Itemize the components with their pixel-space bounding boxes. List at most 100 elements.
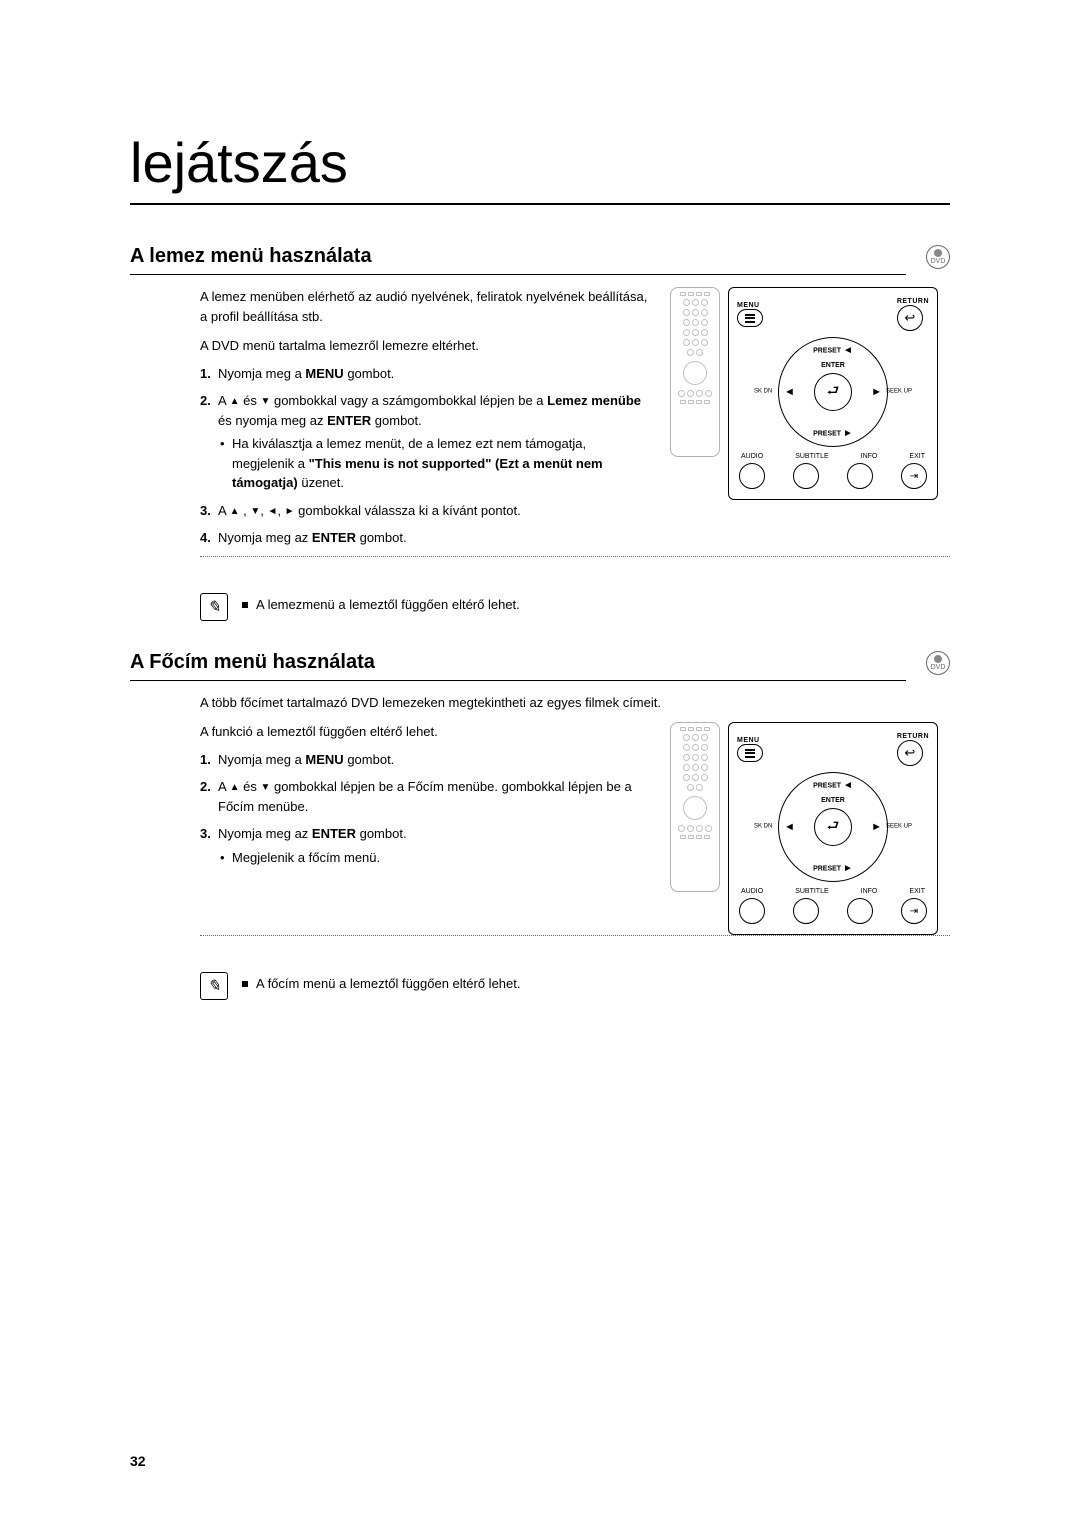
section-header-row: A Főcím menü használata DVD [130, 651, 950, 681]
step-3: A ▲ , ▼, ◄, ► gombokkal válassza ki a kí… [200, 501, 650, 521]
enter-button-icon: ⮐ [814, 373, 852, 411]
right-arrow-icon: ► [871, 821, 882, 833]
note-icon: ✎ [200, 972, 228, 1000]
intro-wrap: A több főcímet tartalmazó DVD lemezeken … [130, 693, 950, 713]
step-1: Nyomja meg a MENU gombot. [200, 364, 650, 384]
audio-label: AUDIO [741, 888, 763, 895]
dvd-badge-icon: DVD [926, 245, 950, 269]
menu-button-icon [737, 309, 763, 327]
up-triangle-icon: ◄ [843, 345, 853, 356]
note-text: A lemezmenü a lemeztől függően eltérő le… [256, 597, 520, 612]
enter-label: ENTER [821, 797, 845, 804]
menu-label: MENU [737, 302, 763, 309]
right-arrow-icon: ► [871, 386, 882, 398]
menu-label: MENU [737, 737, 763, 744]
up-arrow-icon: ▲ [230, 504, 240, 519]
menu-button-icon [737, 744, 763, 762]
info-button-icon [847, 463, 873, 489]
note-line: A funkció a lemeztől függően eltérő lehe… [200, 722, 650, 742]
left-arrow-icon: ◄ [267, 504, 277, 519]
enter-button-icon: ⮐ [814, 808, 852, 846]
remote-diagram: MENU RETURN ↩ [670, 722, 950, 935]
exit-button-icon: ⇥ [901, 898, 927, 924]
preset-label: PRESET [813, 865, 841, 872]
up-arrow-icon: ▲ [230, 394, 240, 409]
left-arrow-icon: ◄ [784, 386, 795, 398]
enter-label: ENTER [821, 362, 845, 369]
steps-list: Nyomja meg a MENU gombot. A ▲ és ▼ gombo… [200, 364, 650, 548]
up-triangle-icon: ◄ [843, 780, 853, 791]
section-title-menu: A Főcím menü használata DVD A több főcím… [130, 651, 950, 1001]
info-label: INFO [861, 453, 878, 460]
subtitle-button-icon [793, 463, 819, 489]
step-1: Nyomja meg a MENU gombot. [200, 750, 650, 770]
exit-label: EXIT [909, 453, 925, 460]
sk-dn-label: SK DN [754, 824, 772, 831]
manual-page: lejátszás A lemez menü használata DVD A … [0, 0, 1080, 1090]
text-column: A lemez menüben elérhető az audió nyelvé… [130, 287, 650, 556]
audio-label: AUDIO [741, 453, 763, 460]
remote-diagram: MENU RETURN ↩ P [670, 287, 950, 500]
subtitle-label: SUBTITLE [795, 453, 828, 460]
dvd-badge-icon: DVD [926, 651, 950, 675]
down-triangle-icon: ► [843, 863, 853, 874]
remote-diagram-column: MENU RETURN ↩ P [670, 287, 950, 556]
step-2-sub: Ha kiválasztja a lemez menüt, de a lemez… [218, 434, 650, 493]
remote-outline-icon [670, 287, 720, 457]
return-button-icon: ↩ [897, 740, 923, 766]
return-button-icon: ↩ [897, 305, 923, 331]
subtitle-button-icon [793, 898, 819, 924]
up-arrow-icon: ▲ [230, 780, 240, 795]
steps-list: Nyomja meg a MENU gombot. A ▲ és ▼ gombo… [200, 750, 650, 868]
dvd-badge-label: DVD [931, 664, 946, 671]
exit-label: EXIT [909, 888, 925, 895]
step-4: Nyomja meg az ENTER gombot. [200, 528, 650, 548]
content-block: A több főcímet tartalmazó DVD lemezeken … [130, 693, 950, 936]
dpad: PRESET ◄ ENTER ⮐ ◄ ► SK DN SEEK UP PRESE… [768, 772, 898, 882]
note-box: ✎ A lemezmenü a lemeztől függően eltérő … [130, 581, 950, 621]
remote-diagram-column: MENU RETURN ↩ [670, 722, 950, 935]
section-header-row: A lemez menü használata DVD [130, 245, 950, 275]
left-arrow-icon: ◄ [784, 821, 795, 833]
info-label: INFO [861, 888, 878, 895]
remote-outline-icon [670, 722, 720, 892]
section-title: A lemez menü használata [130, 245, 906, 275]
dpad: PRESET ◄ ENTER ⮐ ◄ ► SK DN SEEK UP PRESE… [768, 337, 898, 447]
intro-text: A lemez menüben elérhető az audió nyelvé… [200, 287, 650, 326]
subtitle-label: SUBTITLE [795, 888, 828, 895]
return-label: RETURN [897, 733, 929, 740]
down-triangle-icon: ► [843, 428, 853, 439]
preset-label: PRESET [813, 347, 841, 354]
note-text: A főcím menü a lemeztől függően eltérő l… [256, 976, 521, 991]
bullet-icon [242, 602, 248, 608]
step-2: A ▲ és ▼ gombokkal lépjen be a Főcím men… [200, 777, 650, 816]
intro-text: A több főcímet tartalmazó DVD lemezeken … [200, 693, 950, 713]
info-button-icon [847, 898, 873, 924]
down-arrow-icon: ▼ [260, 780, 270, 795]
section-title: A Főcím menü használata [130, 651, 906, 681]
content-row: A lemez menüben elérhető az audió nyelvé… [130, 287, 950, 556]
text-column: A funkció a lemeztől függően eltérő lehe… [130, 722, 650, 935]
seek-up-label: SEEK UP [886, 824, 912, 831]
right-arrow-icon: ► [285, 504, 295, 519]
step-3-sub: Megjelenik a főcím menü. [218, 848, 650, 868]
return-label: RETURN [897, 298, 929, 305]
step-3: Nyomja meg az ENTER gombot. Megjelenik a… [200, 824, 650, 867]
audio-button-icon [739, 463, 765, 489]
control-panel: MENU RETURN ↩ P [728, 287, 938, 500]
preset-label: PRESET [813, 782, 841, 789]
page-number: 32 [130, 1453, 146, 1469]
down-arrow-icon: ▼ [260, 394, 270, 409]
bullet-icon [242, 981, 248, 987]
note-line: A DVD menü tartalma lemezről lemezre elt… [200, 336, 650, 356]
note-box: ✎ A főcím menü a lemeztől függően eltérő… [130, 960, 950, 1000]
step-2: A ▲ és ▼ gombokkal vagy a számgombokkal … [200, 391, 650, 493]
sk-dn-label: SK DN [754, 389, 772, 396]
dvd-badge-label: DVD [931, 258, 946, 265]
seek-up-label: SEEK UP [886, 389, 912, 396]
preset-label: PRESET [813, 430, 841, 437]
audio-button-icon [739, 898, 765, 924]
exit-button-icon: ⇥ [901, 463, 927, 489]
page-title: lejátszás [130, 130, 950, 205]
down-arrow-icon: ▼ [250, 504, 260, 519]
